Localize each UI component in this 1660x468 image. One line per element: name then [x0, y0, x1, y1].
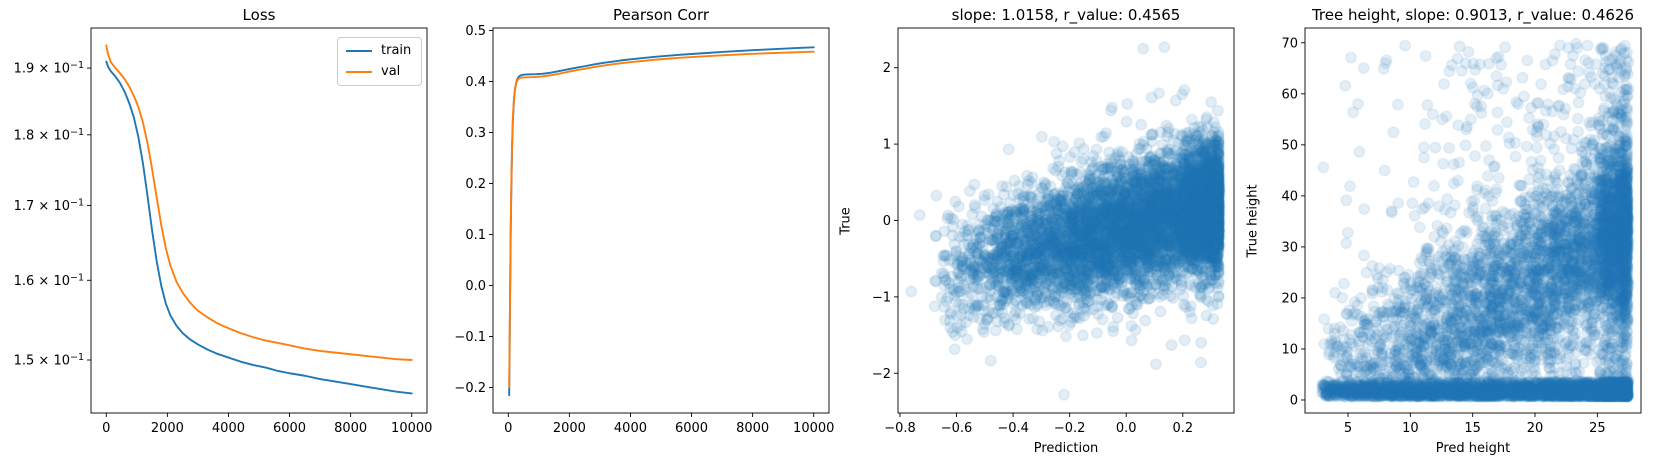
y-tick-label: 0.1 — [465, 228, 486, 243]
train-line — [105, 60, 413, 395]
x-tick-label: 0.2 — [1172, 421, 1193, 436]
val-line — [508, 50, 815, 388]
true-height-ylabel: True height — [1245, 183, 1261, 258]
val-line — [105, 44, 413, 361]
legend-label-val: val — [381, 64, 401, 79]
y-tick-label: 40 — [1281, 189, 1298, 204]
true-ylabel: True — [838, 206, 854, 235]
train-line — [508, 46, 815, 397]
x-tick-label: 6000 — [273, 421, 306, 436]
x-tick-label: 2000 — [553, 421, 586, 436]
axes-frame — [492, 27, 830, 414]
y-tick-label: 0.4 — [465, 75, 486, 90]
x-tick-label: 10000 — [391, 421, 432, 436]
val-line-sample — [346, 70, 372, 74]
y-tick-label: 50 — [1281, 138, 1298, 153]
y-tick-label: −0.1 — [454, 330, 486, 345]
y-tick-label: 0 — [1290, 393, 1298, 408]
tree-height-scatter-title: Tree height, slope: 0.9013, r_value: 0.4… — [1311, 6, 1635, 24]
x-tick-label: −0.2 — [1054, 421, 1086, 436]
x-tick-label: 0.0 — [1116, 421, 1137, 436]
y-tick-label: −1 — [872, 290, 891, 305]
y-tick-label: 20 — [1281, 291, 1298, 306]
y-tick-label: −2 — [872, 367, 891, 382]
x-tick-label: 25 — [1589, 421, 1606, 436]
x-tick-label: 10 — [1402, 421, 1419, 436]
y-tick-label: 70 — [1281, 36, 1298, 51]
x-tick-label: 0 — [102, 421, 110, 436]
tree-height-scatter-canvas — [1305, 28, 1641, 413]
prediction-xlabel: Prediction — [1033, 441, 1099, 456]
x-tick-label: 20 — [1527, 421, 1544, 436]
x-tick-label: 4000 — [614, 421, 647, 436]
pearson-title: Pearson Corr — [612, 6, 710, 24]
y-tick-label: 60 — [1281, 87, 1298, 102]
y-tick-label: 1.8 × 10−1 — [14, 127, 84, 144]
x-tick-label: 5 — [1344, 421, 1352, 436]
x-tick-label: 10000 — [793, 421, 834, 436]
y-tick-label: 1.9 × 10−1 — [14, 60, 84, 77]
x-tick-label: −0.6 — [941, 421, 973, 436]
y-tick-label: 0.3 — [465, 126, 486, 141]
y-tick-label: 0.5 — [465, 24, 486, 39]
x-tick-label: 0 — [504, 421, 512, 436]
y-tick-label: 1.6 × 10−1 — [14, 272, 84, 289]
pred-height-xlabel: Pred height — [1435, 441, 1511, 456]
y-tick-label: 1.5 × 10−1 — [14, 352, 84, 369]
x-tick-label: −0.8 — [884, 421, 916, 436]
legend: train val — [337, 37, 423, 86]
y-tick-label: 10 — [1281, 342, 1298, 357]
x-tick-label: 8000 — [736, 421, 769, 436]
legend-item-val: val — [346, 64, 411, 80]
y-tick-label: 2 — [883, 61, 891, 76]
y-tick-label: 1 — [883, 138, 891, 153]
legend-item-train: train — [346, 43, 411, 59]
y-tick-label: −0.2 — [454, 381, 486, 396]
x-tick-label: −0.4 — [997, 421, 1029, 436]
prediction-scatter-canvas — [898, 28, 1234, 413]
legend-label-train: train — [381, 43, 412, 58]
prediction-scatter-title: slope: 1.0158, r_value: 0.4565 — [951, 6, 1181, 24]
x-tick-label: 4000 — [212, 421, 245, 436]
y-tick-label: 0.2 — [465, 177, 486, 192]
y-tick-label: 30 — [1281, 240, 1298, 255]
x-tick-label: 8000 — [334, 421, 367, 436]
x-tick-label: 6000 — [675, 421, 708, 436]
y-tick-label: 0.0 — [465, 279, 486, 294]
train-line-sample — [346, 49, 372, 53]
loss-title: Loss — [242, 6, 276, 24]
y-tick-label: 0 — [883, 214, 891, 229]
x-tick-label: 2000 — [151, 421, 184, 436]
y-tick-label: 1.7 × 10−1 — [14, 197, 84, 214]
x-tick-label: 15 — [1464, 421, 1481, 436]
